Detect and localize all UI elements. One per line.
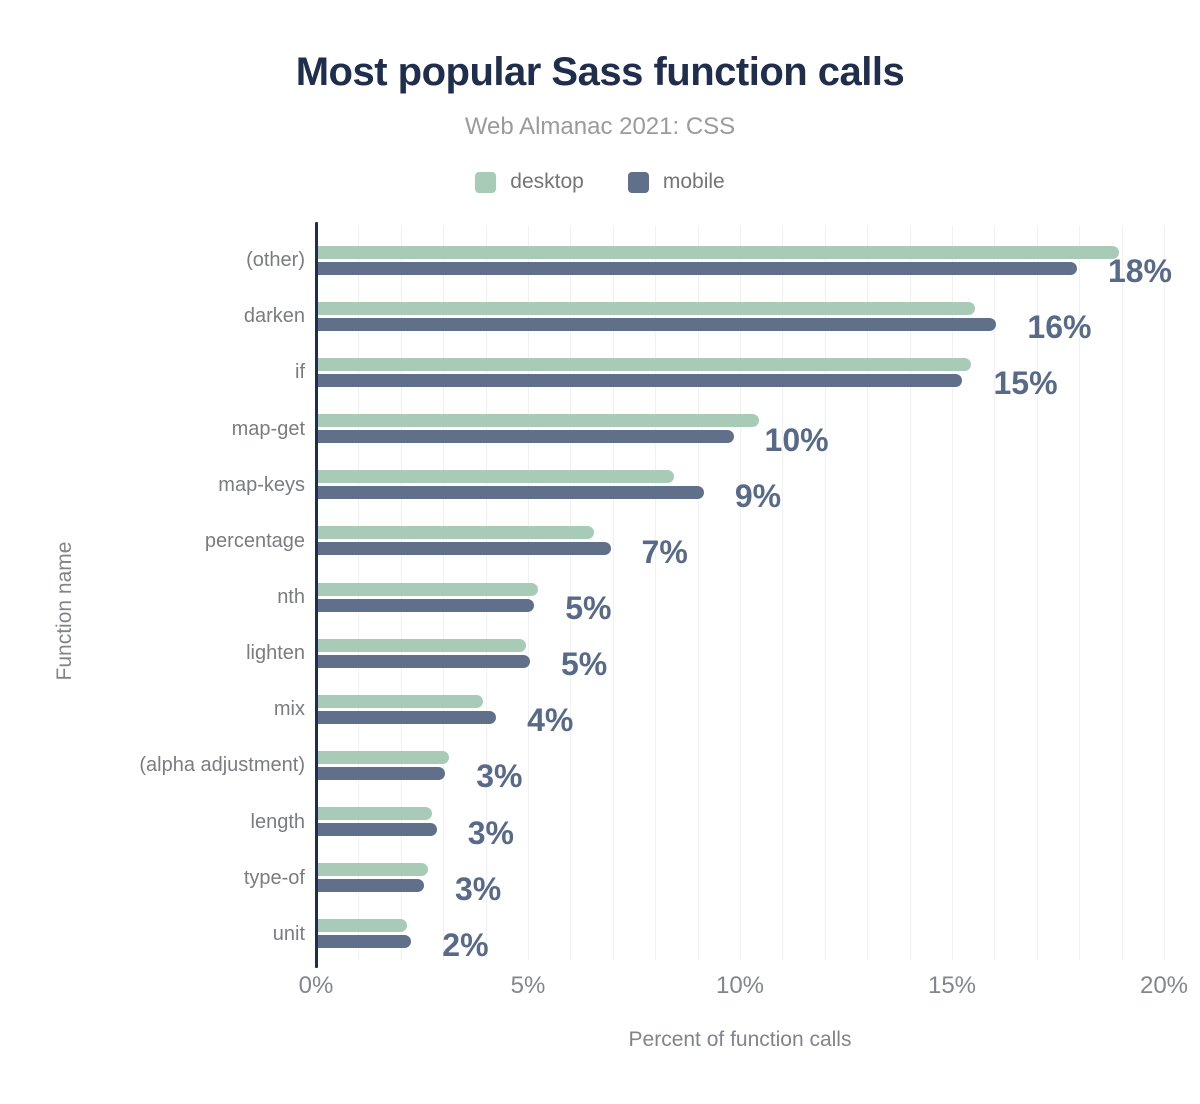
mobile-bar — [318, 542, 611, 556]
mobile-bar — [318, 654, 530, 668]
category-label: type-of — [243, 866, 305, 889]
mobile-bar — [318, 317, 997, 331]
mobile-bar — [318, 261, 1077, 275]
gridline-20pct — [1164, 226, 1165, 960]
legend-item-desktop: desktop — [475, 170, 584, 194]
x-tick-label: 5% — [510, 972, 546, 999]
gridline-17pct — [1036, 226, 1038, 960]
desktop-bar — [318, 750, 450, 764]
desktop-bar — [318, 414, 759, 428]
category-label: (alpha adjustment) — [139, 754, 305, 777]
gridline-10pct — [740, 226, 741, 960]
mobile-bar — [318, 710, 497, 724]
legend: desktop mobile — [0, 170, 1200, 194]
desktop-legend-label: desktop — [510, 170, 584, 193]
x-axis-title: Percent of function calls — [628, 1028, 852, 1051]
category-label: map-get — [231, 417, 305, 440]
gridline-9pct — [697, 226, 699, 960]
category-label: mix — [273, 698, 305, 721]
legend-item-mobile: mobile — [627, 170, 725, 194]
category-label: percentage — [204, 529, 305, 552]
value-label: 7% — [641, 533, 688, 570]
gridline-13pct — [867, 226, 869, 960]
category-label: lighten — [246, 642, 305, 665]
value-label: 2% — [442, 926, 489, 963]
chart-subtitle: Web Almanac 2021: CSS — [464, 113, 736, 140]
gridline-12pct — [824, 226, 826, 960]
gridline-19pct — [1121, 226, 1123, 960]
value-label: 16% — [1027, 309, 1092, 346]
category-label: (other) — [246, 249, 305, 272]
value-label: 18% — [1107, 253, 1172, 290]
mobile-bar — [318, 373, 963, 387]
chart-title: Most popular Sass function calls — [295, 50, 905, 94]
value-label: 4% — [527, 702, 574, 739]
category-label: unit — [272, 922, 305, 945]
value-label: 5% — [565, 590, 612, 626]
gridline-14pct — [909, 226, 911, 960]
desktop-bar — [318, 582, 539, 596]
y-axis-line — [315, 222, 318, 968]
desktop-bar — [318, 919, 408, 933]
desktop-bar — [318, 807, 433, 821]
mobile-bar — [318, 430, 734, 444]
desktop-bar — [318, 301, 976, 315]
gridline-6pct — [570, 226, 572, 960]
x-tick-label: 0% — [298, 972, 334, 999]
mobile-legend-swatch — [627, 171, 649, 193]
mobile-bar — [318, 935, 412, 949]
value-label: 3% — [476, 758, 523, 795]
desktop-bar — [318, 357, 971, 371]
value-label: 3% — [467, 814, 514, 851]
category-label: darken — [243, 305, 305, 328]
chart-header: Most popular Sass function calls Web Alm… — [0, 50, 1200, 141]
x-tick-label: 10% — [715, 972, 765, 999]
mobile-bar — [318, 766, 446, 780]
desktop-bar — [318, 638, 526, 652]
desktop-bar — [318, 863, 429, 877]
gridline-16pct — [994, 226, 996, 960]
value-label: 9% — [734, 477, 782, 514]
desktop-bar — [318, 526, 594, 540]
mobile-legend-label: mobile — [662, 170, 725, 193]
desktop-bar — [318, 470, 675, 484]
value-label: 10% — [764, 421, 829, 458]
mobile-bar — [318, 823, 437, 837]
gridline-8pct — [655, 226, 657, 960]
gridline-18pct — [1079, 226, 1081, 960]
value-label: 15% — [993, 365, 1058, 402]
mobile-bar — [318, 879, 424, 893]
desktop-bar — [318, 694, 484, 708]
value-label: 5% — [561, 646, 608, 683]
mobile-bar — [318, 598, 535, 612]
gridline-11pct — [782, 226, 784, 960]
desktop-legend-swatch — [475, 171, 497, 193]
x-tick-label: 20% — [1139, 972, 1189, 999]
value-label: 3% — [455, 870, 502, 907]
x-tick-label: 15% — [927, 972, 977, 999]
category-label: nth — [277, 586, 305, 608]
category-label: length — [250, 810, 306, 833]
category-label: if — [295, 361, 305, 384]
desktop-bar — [318, 245, 1120, 259]
gridline-15pct — [952, 226, 953, 960]
mobile-bar — [318, 486, 704, 500]
gridline-7pct — [612, 226, 614, 960]
category-label: map-keys — [218, 473, 305, 496]
